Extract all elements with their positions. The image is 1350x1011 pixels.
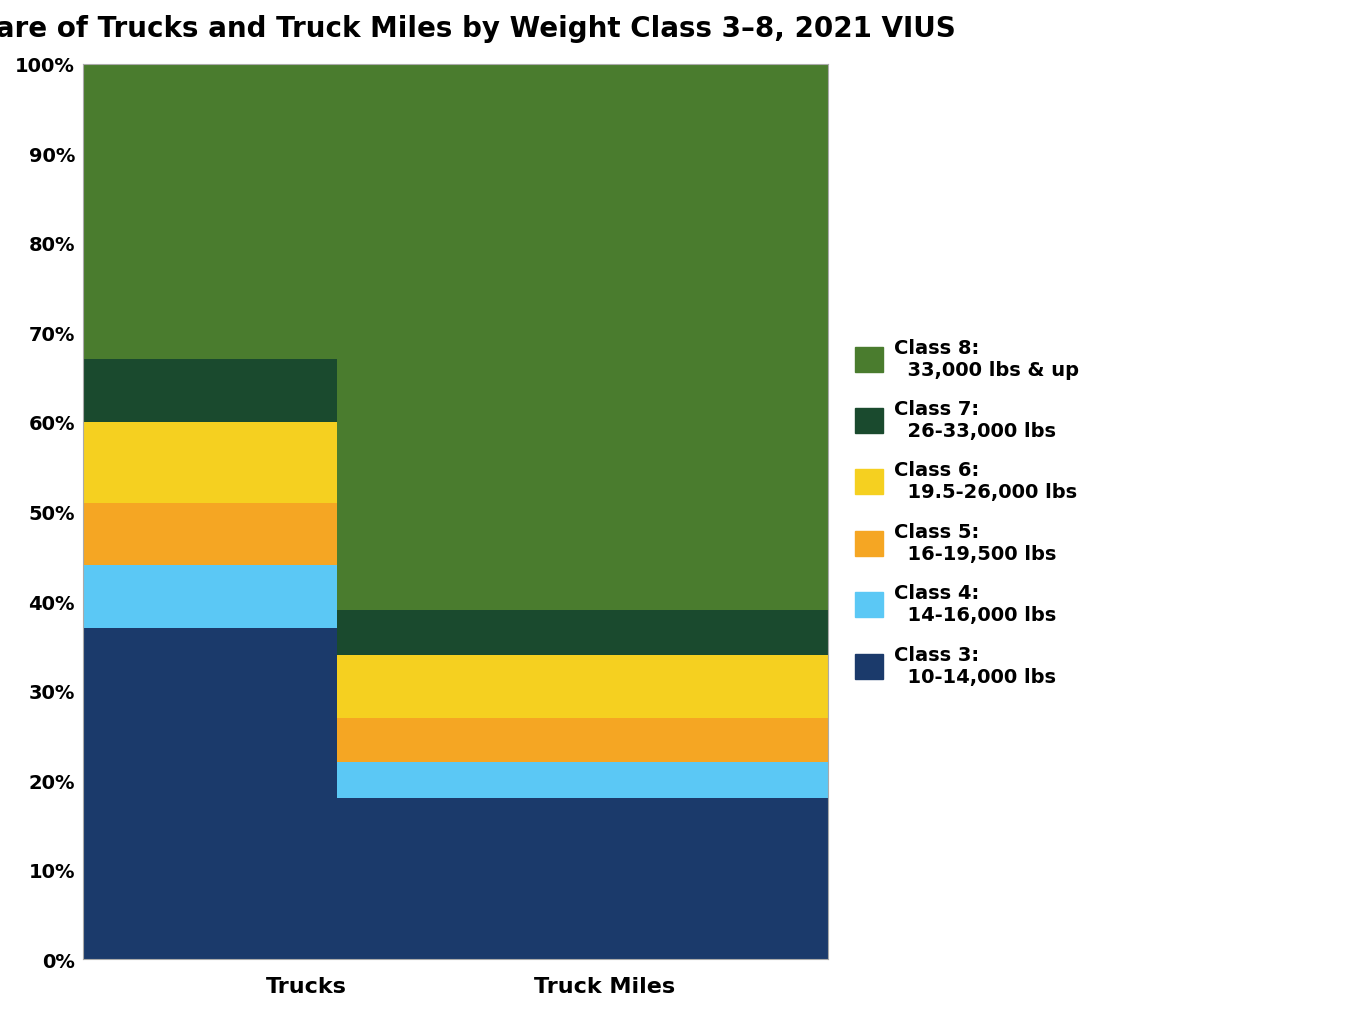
Bar — [336, 762, 873, 799]
Bar — [39, 566, 575, 629]
Bar — [336, 655, 873, 718]
Bar — [336, 799, 873, 959]
Bar — [39, 360, 575, 423]
Bar — [336, 65, 873, 611]
Bar — [39, 423, 575, 503]
Bar — [336, 718, 873, 762]
Bar — [39, 503, 575, 566]
Legend: Class 8:
  33,000 lbs & up, Class 7:
  26-33,000 lbs, Class 6:
  19.5-26,000 lbs: Class 8: 33,000 lbs & up, Class 7: 26-33… — [845, 329, 1089, 696]
Bar — [39, 65, 575, 360]
Bar — [39, 629, 575, 959]
Title: Share of Trucks and Truck Miles by Weight Class 3–8, 2021 VIUS: Share of Trucks and Truck Miles by Weigh… — [0, 15, 956, 42]
Bar — [336, 611, 873, 655]
